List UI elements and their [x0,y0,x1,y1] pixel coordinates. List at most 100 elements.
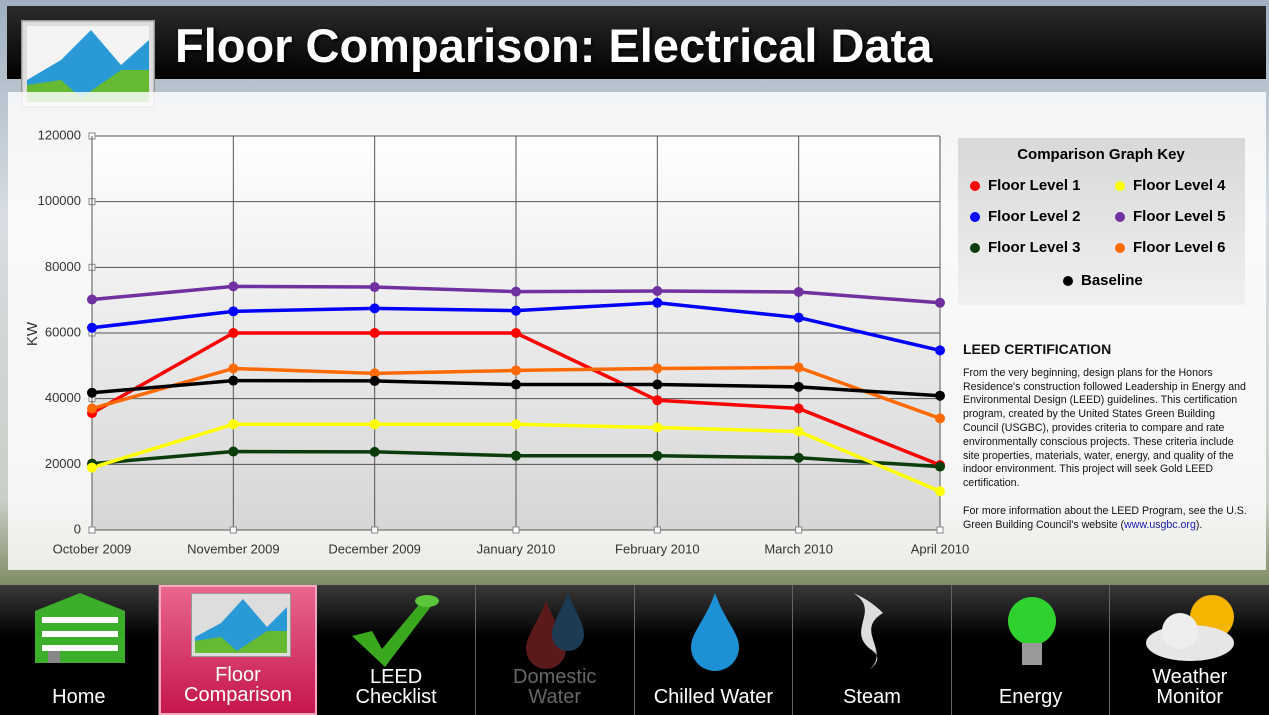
legend-label: Floor Level 2 [988,208,1081,225]
data-point [935,461,945,472]
data-point [511,450,521,461]
data-point [652,395,663,406]
y-axis-label: KW [24,321,41,346]
data-point [369,419,380,430]
y-tick-label: 100000 [38,193,81,208]
data-point [793,286,804,297]
data-point [935,297,945,308]
x-tick-label: March 2010 [764,541,833,556]
legend-box [958,138,1245,305]
data-point [228,328,239,338]
legend-marker [970,181,980,191]
x-tick [795,526,803,534]
data-point [511,305,521,316]
x-tick [229,526,237,534]
nav-domestic-water[interactable]: Domestic Water [476,585,635,715]
data-point [87,462,97,473]
legend-marker [1115,181,1125,191]
x-tick [936,526,944,534]
nav-label: Weather Monitor [1152,666,1228,708]
nav-leed-checklist[interactable]: LEED Checklist [317,585,476,715]
x-tick-label: April 2010 [911,541,970,556]
y-tick-label: 20000 [45,456,81,471]
page-title: Floor Comparison: Electrical Data [175,19,933,72]
nav-chilled-water[interactable]: Chilled Water [635,585,794,715]
nav-label: Steam [843,686,901,708]
nav-label: Home [52,686,106,708]
y-tick-label: 80000 [45,259,81,274]
x-tick [371,526,379,534]
data-point [228,375,239,386]
legend-label: Baseline [1081,272,1143,289]
x-tick-label: February 2010 [615,541,700,556]
header: Floor Comparison: Electrical Data [7,6,1266,79]
legend-title: Comparison Graph Key [1017,146,1185,163]
nav-floor-comparison[interactable]: Floor Comparison [158,585,318,715]
leed-more-text: For more information about the LEED Prog… [963,504,1247,531]
legend-label: Floor Level 5 [1133,208,1226,225]
data-point [652,285,663,296]
x-tick [512,526,520,534]
x-tick [653,526,661,534]
x-tick-label: January 2010 [477,541,556,556]
leed-paragraph: From the very beginning, design plans fo… [963,366,1246,490]
data-point [652,422,663,433]
leed-info: LEED CERTIFICATION From the very beginni… [963,341,1253,547]
data-point [228,419,239,430]
data-point [369,303,380,314]
y-tick-label: 0 [74,521,81,536]
data-point [793,362,804,373]
data-point [228,363,239,374]
data-point [369,368,380,379]
nav-label: Energy [998,686,1063,708]
leed-more-text: ). [1195,518,1203,531]
data-point [87,387,97,398]
nav-label: Floor Comparison [184,664,292,706]
nav-home[interactable]: Home [0,585,159,715]
nav-steam[interactable]: Steam [793,585,952,715]
data-point [369,328,380,338]
x-tick-label: November 2009 [187,541,280,556]
legend-marker [1115,243,1125,253]
legend-marker [1115,212,1125,222]
data-point [511,286,521,297]
legend-marker [970,243,980,253]
data-point [511,419,521,430]
x-tick-label: October 2009 [53,541,132,556]
chart: KW Comparison Graph Key 0 20000 40000 60000… [24,127,1245,556]
data-point [369,282,380,293]
legend-label: Floor Level 3 [988,239,1081,256]
legend-label: Floor Level 1 [988,177,1081,194]
data-point [652,379,663,390]
data-point [652,297,663,308]
y-tick-label: 60000 [45,324,81,339]
legend-label: Floor Level 4 [1133,177,1226,194]
data-point [793,403,804,414]
data-point [793,452,804,463]
data-point [369,446,380,457]
nav-label: LEED Checklist [355,666,437,708]
nav-bar: Home Floor Comparison LEED Checklist Dom… [0,585,1269,715]
data-point [935,390,945,401]
data-point [87,322,97,333]
x-tick [88,526,96,534]
data-point [369,375,380,386]
data-point [935,486,945,497]
nav-label: Domestic Water [513,666,597,708]
data-point [652,450,663,461]
data-point [793,426,804,437]
data-point [935,413,945,424]
leed-title: LEED CERTIFICATION [963,341,1112,357]
data-point [511,328,521,338]
data-point [87,403,97,414]
legend-label: Floor Level 6 [1133,239,1226,256]
nav-weather-monitor[interactable]: Weather Monitor [1110,585,1269,715]
leed-more: For more information about the LEED Prog… [963,505,1253,533]
legend-marker [1063,276,1073,286]
leed-link[interactable]: www.usgbc.org [1124,518,1196,531]
data-point [935,345,945,356]
nav-label: Chilled Water [653,686,773,708]
nav-energy[interactable]: Energy [952,585,1111,715]
data-point [652,363,663,374]
